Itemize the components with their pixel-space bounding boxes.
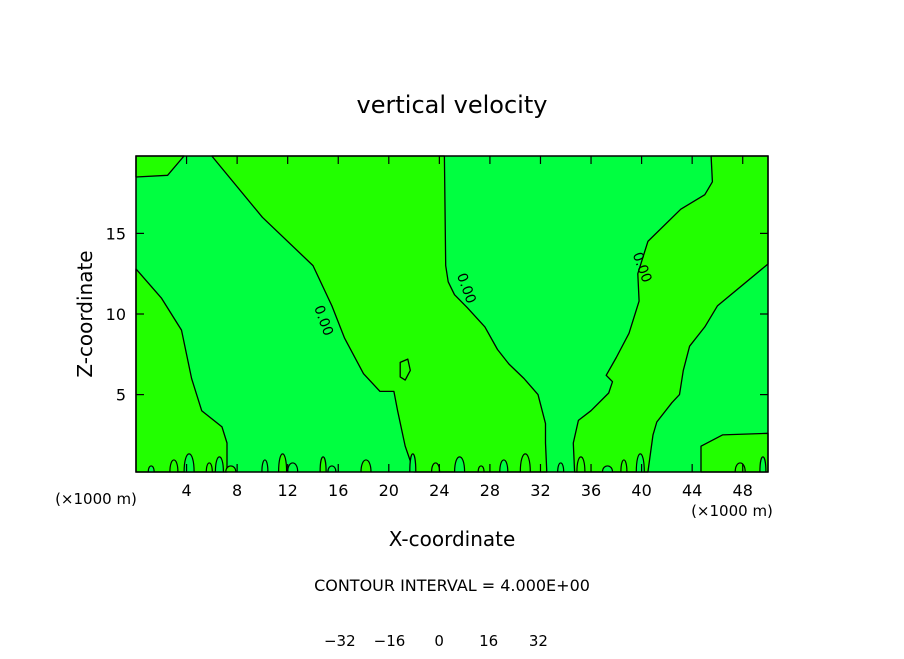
surface-contour <box>205 462 213 473</box>
surface-contour <box>169 459 179 473</box>
surface-contour <box>759 456 767 473</box>
x-unit-right: (×1000 m) <box>691 502 773 520</box>
x-tick-label: 4 <box>181 481 191 500</box>
x-tick-label: 16 <box>328 481 348 500</box>
x-unit-left: (×1000 m) <box>55 490 137 508</box>
x-tick-label: 40 <box>631 481 651 500</box>
x-tick-label: 8 <box>232 481 242 500</box>
surface-contour <box>409 453 417 473</box>
surface-contour <box>225 465 237 473</box>
surface-contour <box>431 462 441 473</box>
contour-region <box>399 358 411 381</box>
chart-title: vertical velocity <box>357 91 548 119</box>
x-tick-label: 36 <box>581 481 601 500</box>
x-tick-label: 28 <box>480 481 500 500</box>
y-tick-label: 15 <box>106 224 126 243</box>
surface-contour <box>499 459 509 473</box>
x-tick-label: 20 <box>379 481 399 500</box>
surface-contour <box>734 462 746 473</box>
contour-interval-text: CONTOUR INTERVAL = 4.000E+00 <box>314 576 590 595</box>
surface-contour <box>635 453 645 473</box>
colorbar-tick-label: −32 <box>324 632 356 650</box>
contour-region <box>211 155 548 473</box>
y-tick-label: 10 <box>106 305 126 324</box>
x-tick-label: 32 <box>530 481 550 500</box>
surface-contour <box>557 462 565 473</box>
surface-contour <box>601 465 614 473</box>
x-axis-label: X-coordinate <box>389 527 516 551</box>
surface-contour <box>454 456 466 473</box>
x-axis: 4 8 12 16 20 24 28 32 36 40 44 48 <box>181 156 753 500</box>
plot-area: 0.000.000.00 4 8 12 16 20 24 28 32 36 40 44 48 5101… <box>106 155 769 500</box>
surface-contour <box>620 459 628 473</box>
y-tick-label: 5 <box>116 386 126 405</box>
surface-contour <box>147 465 155 473</box>
colorbar-tick-label: 0 <box>434 632 444 650</box>
near-surface-contours <box>147 453 767 473</box>
surface-contour <box>477 465 485 473</box>
surface-contour <box>319 456 327 473</box>
surface-contour <box>287 462 299 473</box>
colorbar-tick-label: 16 <box>479 632 498 650</box>
surface-contour <box>327 465 337 473</box>
surface-contour <box>519 453 531 473</box>
surface-contour <box>214 456 224 473</box>
x-tick-label: 12 <box>278 481 298 500</box>
surface-contour <box>360 459 372 473</box>
x-tick-label: 44 <box>682 481 702 500</box>
contour-region <box>572 155 769 473</box>
surface-contour <box>278 453 288 473</box>
contour-regions <box>135 155 769 473</box>
colorbar-tick-label: 32 <box>529 632 548 650</box>
x-tick-label: 48 <box>733 481 753 500</box>
y-axis: 5 10 15 <box>106 224 768 405</box>
colorbar: −32 −16 0 16 32 <box>324 632 548 650</box>
contour-region <box>135 268 228 473</box>
surface-contour <box>261 459 269 473</box>
surface-contour <box>576 456 586 473</box>
x-tick-label: 24 <box>429 481 449 500</box>
y-axis-label: Z-coordinate <box>73 250 97 377</box>
colorbar-tick-label: −16 <box>374 632 406 650</box>
